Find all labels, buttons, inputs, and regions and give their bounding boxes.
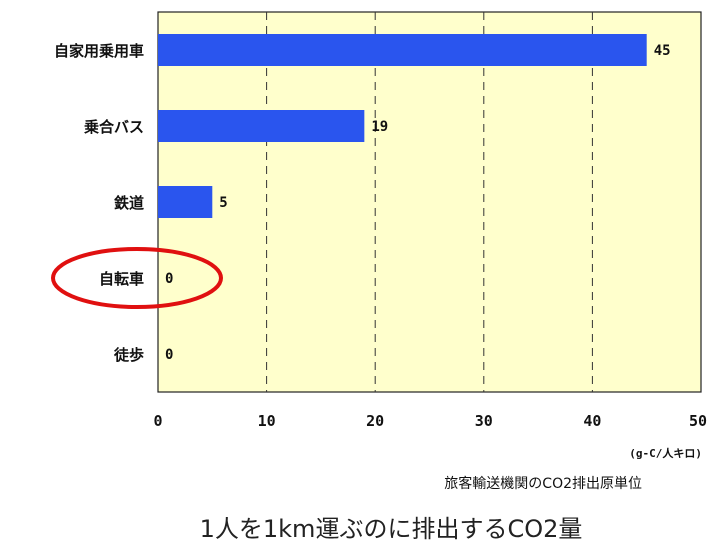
bar-1: [158, 110, 365, 142]
x-tick-label-40: 40: [583, 412, 601, 430]
chart-subtitle: 旅客輸送機関のCO2排出原単位: [444, 475, 642, 492]
value-label-0: 45: [654, 43, 671, 59]
x-tick-labels: 0 10 20 30 40 50: [153, 412, 707, 430]
bar-2: [158, 186, 213, 218]
plot-area: [157, 11, 702, 393]
x-tick-label-30: 30: [475, 412, 493, 430]
x-tick-label-10: 10: [258, 412, 276, 430]
value-label-1: 19: [371, 119, 388, 135]
unit-label: (g-C/人キロ): [629, 446, 702, 460]
category-label-0: 自家用乗用車: [54, 42, 144, 60]
category-label-1: 乗合バス: [84, 118, 144, 136]
category-label-2: 鉄道: [114, 194, 144, 212]
bar-0: [158, 34, 647, 66]
category-label-3: 自転車: [99, 270, 144, 288]
chart-title: 1人を1km運ぶのに排出するCO2量: [200, 515, 583, 543]
value-label-4: 0: [165, 347, 173, 363]
highlight-ellipse: [51, 247, 223, 309]
x-tick-label-0: 0: [153, 412, 162, 430]
x-tick-label-50: 50: [689, 412, 707, 430]
value-label-2: 5: [219, 195, 227, 211]
value-label-3: 0: [165, 271, 173, 287]
grid-lines: [266, 12, 593, 392]
value-labels: 45 19 5 0 0: [165, 43, 671, 363]
bars: [158, 34, 647, 218]
x-tick-label-20: 20: [366, 412, 384, 430]
category-label-4: 徒歩: [113, 346, 144, 364]
